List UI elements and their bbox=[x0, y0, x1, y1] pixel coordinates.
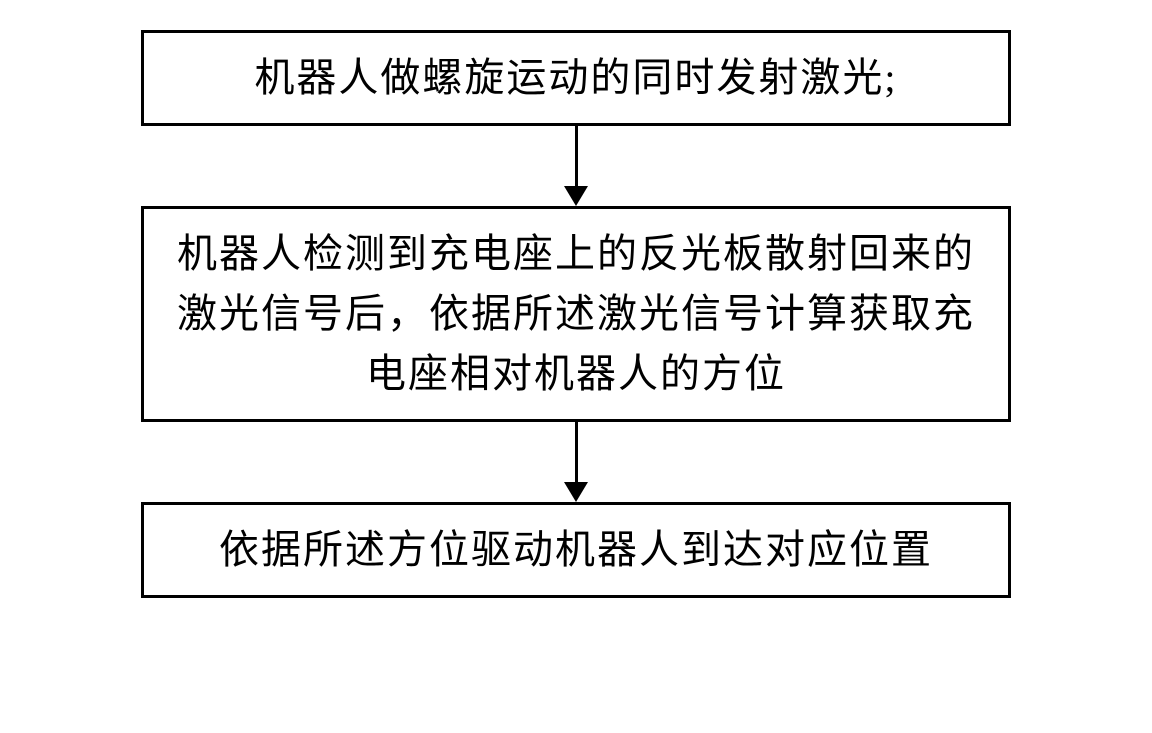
arrow-1-head bbox=[564, 186, 588, 206]
flowchart-box-1: 机器人做螺旋运动的同时发射激光; bbox=[141, 30, 1011, 126]
arrow-2-head bbox=[564, 482, 588, 502]
arrow-1 bbox=[564, 126, 588, 206]
flowchart-box-2: 机器人检测到充电座上的反光板散射回来的激光信号后，依据所述激光信号计算获取充电座… bbox=[141, 206, 1011, 422]
box-3-text: 依据所述方位驱动机器人到达对应位置 bbox=[219, 520, 933, 580]
arrow-2 bbox=[564, 422, 588, 502]
box-1-text: 机器人做螺旋运动的同时发射激光; bbox=[254, 48, 897, 108]
arrow-2-line bbox=[575, 422, 578, 482]
box-2-text: 机器人检测到充电座上的反光板散射回来的激光信号后，依据所述激光信号计算获取充电座… bbox=[174, 224, 978, 404]
arrow-1-line bbox=[575, 126, 578, 186]
flowchart-box-3: 依据所述方位驱动机器人到达对应位置 bbox=[141, 502, 1011, 598]
